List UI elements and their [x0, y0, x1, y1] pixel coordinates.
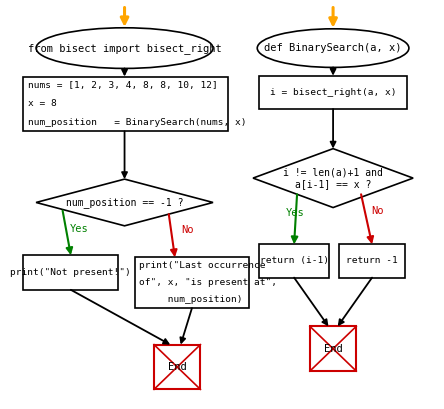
Text: num_position == -1 ?: num_position == -1 ?: [66, 197, 183, 208]
Text: No: No: [182, 225, 194, 236]
Text: print("Last occurrence: print("Last occurrence: [139, 261, 266, 270]
Text: num_position): num_position): [139, 295, 243, 304]
Text: nums = [1, 2, 3, 4, 8, 8, 10, 12]: nums = [1, 2, 3, 4, 8, 8, 10, 12]: [28, 81, 218, 90]
Text: i != len(a)+1 and
a[i-1] == x ?: i != len(a)+1 and a[i-1] == x ?: [283, 167, 383, 189]
Text: i = bisect_right(a, x): i = bisect_right(a, x): [270, 88, 396, 97]
Text: Yes: Yes: [285, 208, 304, 218]
Text: x = 8: x = 8: [28, 99, 56, 108]
Text: of", x, "is present at",: of", x, "is present at",: [139, 278, 278, 287]
Text: No: No: [372, 206, 384, 216]
Bar: [24, 76, 228, 131]
Text: End: End: [324, 344, 342, 354]
Bar: [24, 255, 118, 290]
Text: End: End: [168, 362, 186, 372]
Text: def BinarySearch(a, x): def BinarySearch(a, x): [264, 43, 402, 53]
Bar: [135, 257, 249, 308]
Bar: [259, 76, 407, 109]
Text: return (i-1): return (i-1): [260, 256, 329, 265]
Bar: [259, 244, 329, 278]
Text: num_position   = BinarySearch(nums, x): num_position = BinarySearch(nums, x): [28, 118, 246, 127]
Text: return -1: return -1: [346, 256, 398, 265]
Text: print("Not present!"): print("Not present!"): [11, 268, 131, 277]
Bar: [339, 244, 404, 278]
Text: Yes: Yes: [70, 224, 89, 234]
Text: from bisect import bisect_right: from bisect import bisect_right: [28, 43, 222, 54]
